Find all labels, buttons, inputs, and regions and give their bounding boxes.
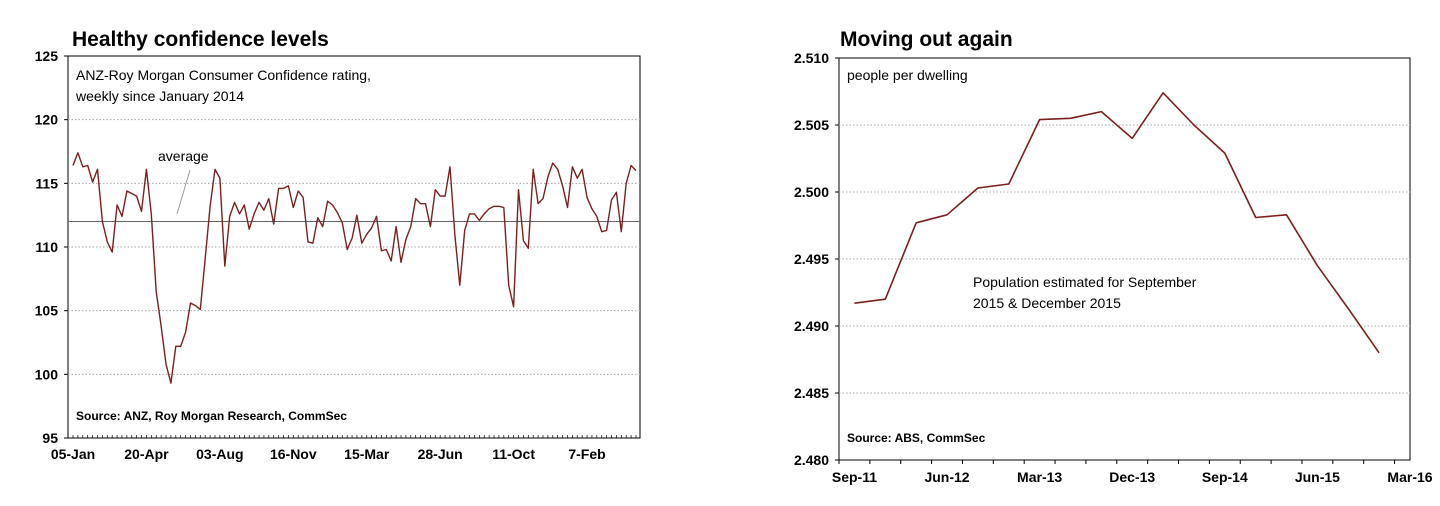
chart-subtitle-line-1: ANZ-Roy Morgan Consumer Confidence ratin… <box>76 67 371 83</box>
y-gridlines <box>839 124 1410 394</box>
y-tick-label: 2.480 <box>794 452 829 468</box>
chart-subtitle: people per dwelling <box>847 67 968 83</box>
average-pointer <box>176 169 191 215</box>
y-tick-label: 2.485 <box>794 385 829 401</box>
x-tick-label: Mar-13 <box>1017 469 1062 485</box>
y-tick-label: 110 <box>35 239 58 255</box>
y-tick-label: 95 <box>42 430 58 446</box>
x-tick-label: 03-Aug <box>196 446 243 462</box>
x-tick-label: 15-Mar <box>344 446 390 462</box>
x-tick-label: 20-Apr <box>124 446 169 462</box>
confidence-chart: Healthy confidence levels 95 100 105 110 115… <box>35 28 641 462</box>
x-tick-label: Sep-11 <box>832 469 877 485</box>
x-tick-label: Jun-15 <box>1295 469 1340 485</box>
y-tick-label: 2.495 <box>794 251 829 267</box>
y-tick-label: 2.510 <box>794 50 829 66</box>
y-tick-label: 100 <box>35 366 59 382</box>
chart-title: Moving out again <box>840 28 1013 51</box>
chart-subtitle-line-2: weekly since January 2014 <box>75 88 244 104</box>
y-tick-label: 105 <box>35 303 59 319</box>
x-tick-label: 28-Jun <box>418 446 463 462</box>
x-tick-label: 05-Jan <box>51 446 95 462</box>
y-axis-ticks: 2.480 2.485 2.490 2.495 2.500 2.505 2.510 <box>794 50 839 468</box>
source-note: Source: ABS, CommSec <box>847 431 986 445</box>
x-tick-label: 16-Nov <box>270 446 317 462</box>
series-line <box>854 92 1380 354</box>
source-note: Source: ANZ, Roy Morgan Research, CommSe… <box>76 409 347 423</box>
estimate-annotation-line-2: 2015 & December 2015 <box>973 295 1121 311</box>
y-tick-label: 115 <box>35 175 58 191</box>
chart-title: Healthy confidence levels <box>72 28 329 51</box>
y-axis-ticks: 95 100 105 110 115 120 125 <box>35 48 68 446</box>
plot-frame <box>838 57 1411 461</box>
x-tick-label: Dec-13 <box>1109 469 1155 485</box>
average-annotation: average <box>158 148 209 164</box>
y-tick-label: 2.500 <box>794 184 829 200</box>
x-axis-ticks: Sep-11 Jun-12 Mar-13 Dec-13 Sep-14 Jun-15 Mar-… <box>832 460 1433 485</box>
x-tick-label: 7-Feb <box>568 446 605 462</box>
x-tick-label: Sep-14 <box>1202 469 1248 485</box>
x-tick-label: 11-Oct <box>492 446 535 462</box>
dwelling-chart: Moving out again 2.480 2.485 2.490 2.495 2.5… <box>794 28 1433 485</box>
x-axis-ticks: 05-Jan 20-Apr 03-Aug 16-Nov 15-Mar 28-Jun 11-O… <box>51 435 637 462</box>
y-tick-label: 125 <box>35 48 59 64</box>
x-tick-label: Jun-12 <box>924 469 969 485</box>
series-line <box>72 152 637 384</box>
y-tick-label: 120 <box>35 112 59 128</box>
estimate-annotation-line-1: Population estimated for September <box>973 274 1197 290</box>
x-tick-label: Mar-16 <box>1387 469 1432 485</box>
y-gridlines <box>68 119 640 375</box>
y-tick-label: 2.505 <box>794 117 829 133</box>
y-tick-label: 2.490 <box>794 318 829 334</box>
